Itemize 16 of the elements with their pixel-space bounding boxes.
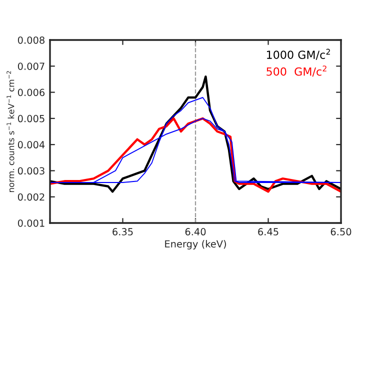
text: 1000 GM/c$^{2}$: [267, 48, 330, 60]
x-tick-label: 6.35: [112, 228, 133, 236]
x-axis-title: Energy (keV): [165, 240, 226, 250]
y-tick-label: 0.005: [18, 114, 44, 122]
x-tick-label: 6.40: [185, 228, 206, 236]
y-tick-label: 0.001: [18, 219, 44, 227]
y-tick-label: 0.002: [18, 193, 44, 201]
y-tick-label: 0.008: [18, 36, 44, 44]
x-tick-label: 6.45: [258, 228, 278, 236]
y-axis-title: norm. counts s$^{−1}$ keV$^{−1}$ cm$^{−2}$: [6, 71, 14, 192]
text: 500 GM/c$^{2}$: [266, 66, 326, 77]
y-tick-label: 0.006: [18, 88, 45, 96]
x-tick-label: 6.50: [330, 228, 352, 236]
y-tick-label: 0.004: [18, 141, 45, 148]
y-tick-label: 0.003: [18, 167, 44, 175]
y-tick-label: 0.007: [18, 62, 44, 70]
